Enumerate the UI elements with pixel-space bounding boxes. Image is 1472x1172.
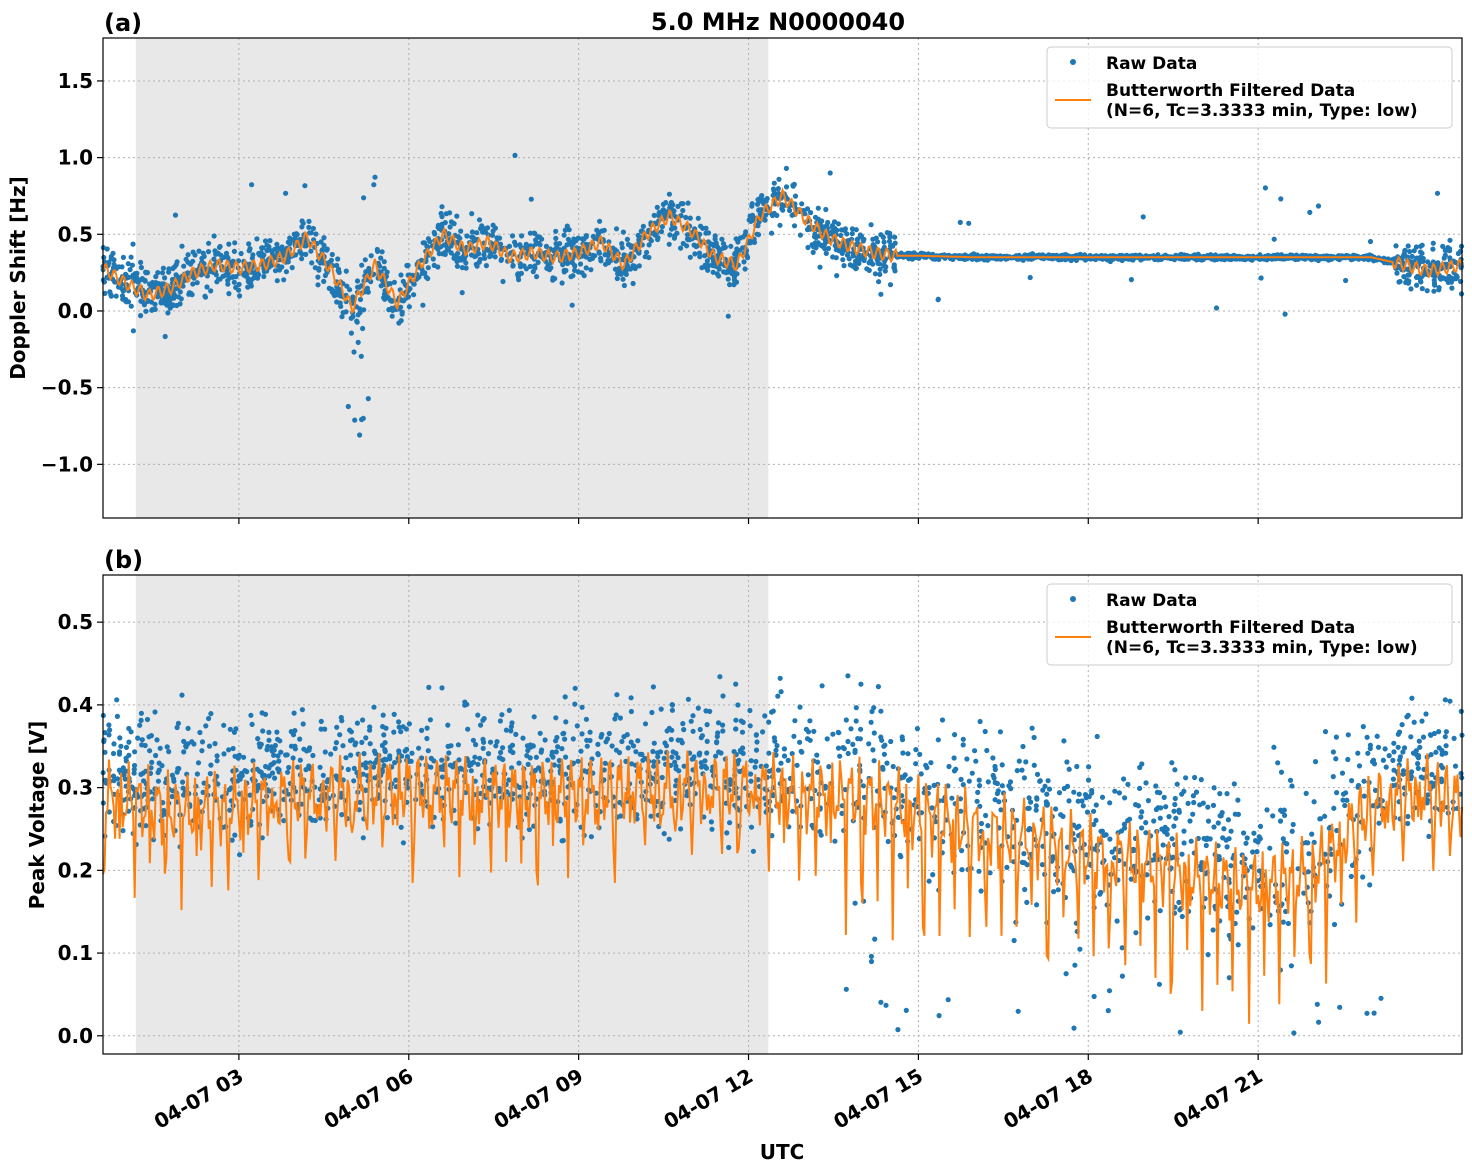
- panel-b-y-axis-title: Peak Voltage [V]: [25, 721, 49, 910]
- y-tick-label: 1.5: [58, 69, 93, 93]
- panel-a-legend-raw-label: Raw Data: [1106, 54, 1197, 74]
- panel-b-legend-filtered-line2: (N=6, Tc=3.3333 min, Type: low): [1106, 638, 1418, 658]
- panel-a-legend: Raw Data Butterworth Filtered Data (N=6,…: [1046, 46, 1453, 129]
- panel-a-legend-filtered-label: Butterworth Filtered Data (N=6, Tc=3.333…: [1106, 81, 1418, 121]
- x-tick-label: 04-07 09: [490, 1064, 588, 1134]
- y-tick-label: 0.0: [58, 299, 93, 323]
- panel-b-peak-voltage: (b) 0.00.10.20.30.40.5 04-07 03 04-07 06 0…: [25, 546, 1465, 1134]
- y-tick-label: 1.0: [58, 146, 93, 170]
- x-axis-title: UTC: [760, 1140, 805, 1164]
- panel-b-legend-filtered-line1: Butterworth Filtered Data: [1106, 618, 1355, 638]
- x-tick-label: 04-07 18: [999, 1064, 1097, 1134]
- panel-b-filtered-line: [102, 750, 1463, 1024]
- panel-a-doppler-shift: (a) −1.0 −0.5 0.0 0.5 1.0 1.5 Doppler Shift […: [6, 9, 1465, 524]
- y-tick-label: 0.2: [58, 858, 93, 882]
- panel-b-legend-raw-label: Raw Data: [1106, 591, 1197, 611]
- panel-a-legend-raw-marker: [1070, 59, 1076, 65]
- y-tick-label: −0.5: [41, 376, 93, 400]
- y-tick-label: −1.0: [41, 452, 93, 476]
- y-tick-label: 0.5: [58, 610, 93, 634]
- x-tick-label: 04-07 03: [150, 1064, 248, 1134]
- panel-a-legend-filtered-line1: Butterworth Filtered Data: [1106, 81, 1355, 101]
- panel-b-legend: Raw Data Butterworth Filtered Data (N=6,…: [1046, 583, 1453, 666]
- panel-a-filtered-line: [102, 186, 1463, 315]
- y-tick-label: 0.4: [58, 693, 93, 717]
- panel-b-label: (b): [104, 546, 143, 574]
- panel-a-shaded-region: [135, 38, 769, 518]
- panel-b-axes-frame: [102, 574, 1463, 1055]
- x-tick-label: 04-07 06: [320, 1064, 418, 1134]
- panel-b-y-ticks: 0.0 0.1 0.2 0.3 0.4 0.5: [58, 610, 103, 1048]
- panel-b-legend-raw-marker: [1070, 596, 1076, 602]
- panel-b-legend-filtered-label: Butterworth Filtered Data (N=6, Tc=3.333…: [1106, 618, 1418, 658]
- panel-a-y-ticks: −1.0 −0.5 0.0 0.5 1.0 1.5: [41, 69, 103, 476]
- x-tick-label: 04-07 21: [1169, 1064, 1267, 1134]
- panel-a-axes-frame: [102, 37, 1463, 519]
- panel-a-y-axis-title: Doppler Shift [Hz]: [6, 176, 30, 380]
- y-tick-label: 0.1: [58, 941, 93, 965]
- panel-a-x-ticks: [238, 518, 1259, 524]
- raw-data-points: [100, 152, 1465, 438]
- panel-a-legend-filtered-line2: (N=6, Tc=3.3333 min, Type: low): [1106, 101, 1418, 121]
- panel-b-x-ticks: 04-07 03 04-07 06 04-07 09 04-07 12 04-07 15…: [150, 1054, 1267, 1134]
- figure-title: 5.0 MHz N0000040: [651, 8, 905, 36]
- y-tick-label: 0.5: [58, 222, 93, 246]
- y-tick-label: 0.0: [58, 1024, 93, 1048]
- x-tick-label: 04-07 12: [659, 1064, 757, 1134]
- panel-a-label: (a): [104, 9, 142, 37]
- x-tick-label: 04-07 15: [829, 1064, 927, 1134]
- y-tick-label: 0.3: [58, 776, 93, 800]
- panel-a-raw-data: [100, 152, 1465, 438]
